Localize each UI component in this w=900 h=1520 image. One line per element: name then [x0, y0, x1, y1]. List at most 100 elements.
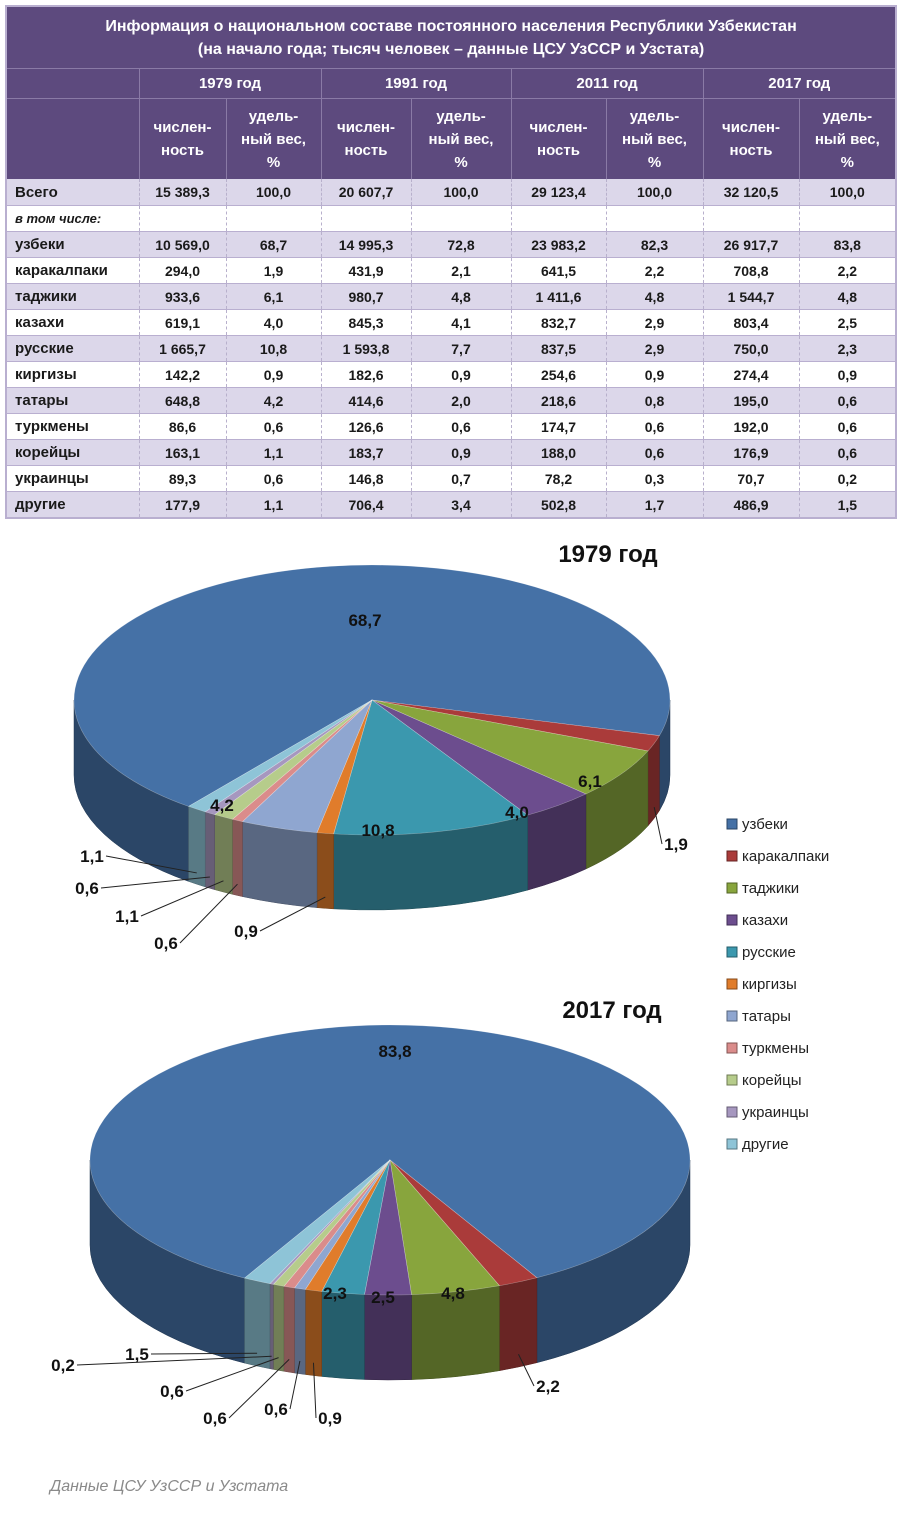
cell: 648,8 [138, 387, 226, 414]
pie-slice-таджики [371, 699, 649, 795]
legend-label: узбеки [742, 816, 788, 833]
leader-line [150, 1352, 258, 1355]
pie-slice-корейцы [272, 1159, 391, 1287]
source-note: Данные ЦСУ УзССР и Узстата [50, 1478, 289, 1495]
cell: 68,7 [225, 231, 321, 258]
table-row: каракалпаки 294,0 1,9 431,9 2,1 641,5 2,2 708,8… [5, 257, 897, 284]
cell: 4,8 [798, 283, 897, 310]
cell: 82,3 [605, 231, 703, 258]
cell: 23 983,2 [510, 231, 606, 258]
cell: 0,9 [410, 361, 511, 388]
cell: 218,6 [510, 387, 606, 414]
legend-label: другие [742, 1136, 789, 1153]
cell: 0,6 [225, 413, 321, 440]
legend-label: украинцы [742, 1104, 809, 1121]
pie-slice-side [214, 814, 233, 895]
pie-slice-side [273, 1284, 285, 1372]
pie-slice-side [244, 1277, 271, 1370]
cell: 1 593,8 [320, 335, 411, 362]
legend-label: татары [742, 1008, 791, 1025]
data-label: 0,6 [160, 1382, 184, 1401]
year-header: 1979 год [138, 68, 321, 99]
pie-slice-киргизы [316, 699, 373, 835]
leader-line [100, 876, 210, 889]
cell: 2,5 [798, 309, 897, 336]
pie-slice-side [499, 1277, 538, 1371]
legend-marker [726, 946, 738, 958]
cell: 2,9 [605, 335, 703, 362]
cell: 486,9 [702, 491, 799, 519]
data-label: 4,2 [210, 796, 234, 815]
pie-slice-киргизы [304, 1159, 391, 1292]
row-label: украинцы [5, 465, 139, 492]
cell: 294,0 [138, 257, 226, 284]
pie-slice-каракалпаки [389, 1159, 538, 1287]
cell: 933,6 [138, 283, 226, 310]
cell: 15 389,3 [138, 179, 226, 206]
cell: 86,6 [138, 413, 226, 440]
legend-marker [726, 850, 738, 862]
data-label: 0,6 [75, 879, 99, 898]
table-row: узбеки 10 569,0 68,7 14 995,3 72,8 23 983,2 82… [5, 231, 897, 258]
cell: 619,1 [138, 309, 226, 336]
cell: 26 917,7 [702, 231, 799, 258]
row-label: каракалпаки [5, 257, 139, 284]
cell: 706,4 [320, 491, 411, 519]
cell: 0,6 [605, 439, 703, 466]
count-header: числен-ность [320, 98, 411, 179]
cell: 0,8 [605, 387, 703, 414]
leader-line [259, 896, 326, 932]
cell: 980,7 [320, 283, 411, 310]
cell: 195,0 [702, 387, 799, 414]
pie-slice-side [204, 811, 215, 890]
leader-line [312, 1362, 317, 1419]
leader-line [76, 1355, 272, 1366]
cell: 2,2 [605, 257, 703, 284]
pie-slice-другие [187, 699, 373, 813]
legend-label: корейцы [742, 1072, 802, 1089]
cell: 0,6 [798, 439, 897, 466]
cell: 146,8 [320, 465, 411, 492]
cell: 832,7 [510, 309, 606, 336]
cell: 6,1 [225, 283, 321, 310]
legend-marker [726, 1010, 738, 1022]
data-label: 68,7 [348, 611, 381, 630]
chart-title: 2017 год [562, 997, 661, 1024]
cell: 176,9 [702, 439, 799, 466]
pie-slice-украинцы [269, 1159, 391, 1285]
cell: 837,5 [510, 335, 606, 362]
cell: 708,8 [702, 257, 799, 284]
pie-slice-русские [321, 1159, 391, 1295]
cell: 70,7 [702, 465, 799, 492]
table-row: другие 177,9 1,1 706,4 3,4 502,8 1,7 486,9 1,5 [5, 491, 897, 519]
data-label: 0,9 [318, 1409, 342, 1428]
legend-label: казахи [742, 912, 788, 929]
data-label: 0,2 [51, 1356, 75, 1375]
cell: 182,6 [320, 361, 411, 388]
cell: 100,0 [410, 179, 511, 206]
pie-slice-side [364, 1294, 412, 1381]
cell: 2,0 [410, 387, 511, 414]
leader-line [179, 883, 238, 944]
pie-slice-side [321, 1291, 365, 1380]
cell: 83,8 [798, 231, 897, 258]
pie-slice-каракалпаки [371, 699, 660, 752]
leader-line [518, 1354, 535, 1387]
cell: 254,6 [510, 361, 606, 388]
cell: 100,0 [605, 179, 703, 206]
cell: 0,6 [225, 465, 321, 492]
row-label: туркмены [5, 413, 139, 440]
row-label: таджики [5, 283, 139, 310]
year-header: 2017 год [702, 68, 897, 99]
pie-slice-узбеки [73, 564, 671, 807]
cell: 803,4 [702, 309, 799, 336]
cell: 177,9 [138, 491, 226, 519]
cell: 142,2 [138, 361, 226, 388]
cell: 100,0 [225, 179, 321, 206]
data-label: 4,0 [505, 803, 529, 822]
cell: 0,7 [410, 465, 511, 492]
population-table: Информация о национальном составе постоя… [5, 5, 898, 519]
cell: 32 120,5 [702, 179, 799, 206]
cell: 1,1 [225, 491, 321, 519]
table-row: казахи 619,1 4,0 845,3 4,1 832,7 2,9 803,4 2,5 [5, 309, 897, 336]
